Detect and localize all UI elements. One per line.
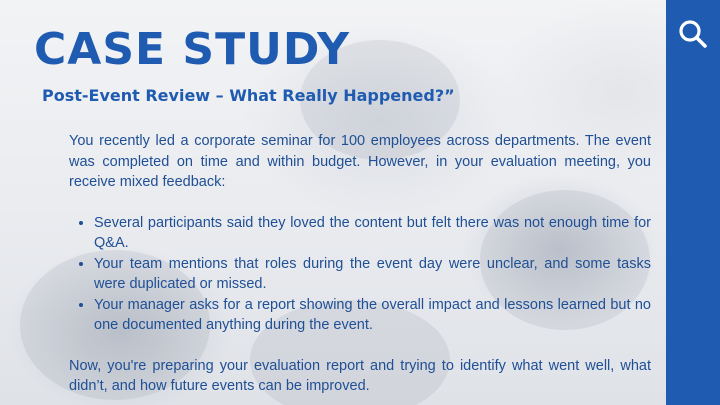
side-accent-bar [666,0,720,405]
slide-subtitle: Post-Event Review – What Really Happened… [42,86,455,105]
background-photo-shape [20,250,210,400]
list-item: Your team mentions that roles during the… [94,254,651,295]
search-icon[interactable] [677,18,709,50]
closing-paragraph: Now, you're preparing your evaluation re… [69,357,651,395]
case-text: You recently led a corporate seminar for… [69,131,651,397]
background-photo-shape [480,190,650,330]
background-photo-shape [250,300,450,405]
feedback-list: Several participants said they loved the… [69,213,651,336]
list-item: Your manager asks for a report showing t… [94,295,651,336]
slide-title: CASE STUDY [34,24,351,75]
intro-paragraph: You recently led a corporate seminar for… [69,133,651,190]
background-photo-shape [300,40,460,160]
list-item: Several participants said they loved the… [94,213,651,254]
